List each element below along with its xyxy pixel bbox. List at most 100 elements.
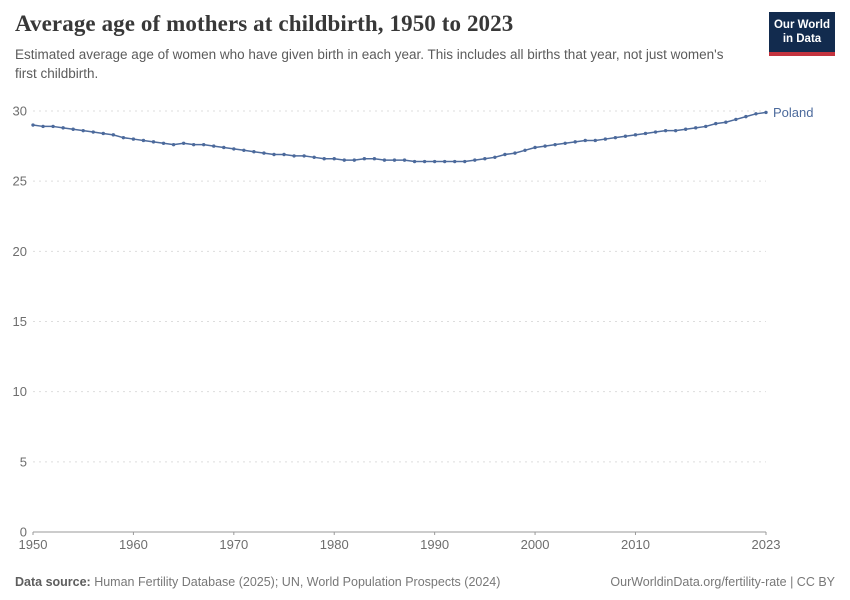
data-point[interactable] — [764, 110, 768, 115]
data-point[interactable] — [362, 157, 367, 161]
data-point[interactable] — [91, 130, 95, 134]
data-point[interactable] — [744, 114, 748, 119]
data-point[interactable] — [583, 138, 587, 143]
data-point[interactable] — [101, 131, 105, 136]
data-point[interactable] — [673, 128, 678, 133]
data-point[interactable] — [593, 138, 598, 143]
data-point[interactable] — [513, 151, 517, 155]
data-point[interactable] — [553, 142, 557, 147]
x-axis-tick-label: 1970 — [219, 537, 248, 552]
data-point[interactable] — [714, 121, 718, 126]
data-point[interactable] — [694, 126, 698, 130]
data-point[interactable] — [603, 137, 608, 141]
data-source-label: Data source: — [15, 575, 91, 589]
data-point[interactable] — [432, 159, 437, 164]
data-point[interactable] — [302, 154, 306, 158]
data-point[interactable] — [463, 159, 467, 164]
data-point[interactable] — [201, 142, 206, 147]
data-point[interactable] — [392, 158, 397, 162]
x-axis-tick-label: 1990 — [420, 537, 449, 552]
data-point[interactable] — [282, 152, 286, 157]
x-axis-tick-label: 2000 — [521, 537, 550, 552]
chart-subtitle: Estimated average age of women who have … — [15, 46, 724, 82]
data-point[interactable] — [402, 158, 407, 162]
data-point[interactable] — [754, 112, 758, 116]
series-end-label[interactable]: Poland — [773, 105, 813, 120]
data-point[interactable] — [242, 148, 246, 152]
data-point[interactable] — [171, 142, 176, 147]
data-point[interactable] — [51, 124, 55, 129]
data-point[interactable] — [181, 141, 186, 145]
y-axis-tick-label: 5 — [20, 454, 27, 469]
data-point[interactable] — [563, 141, 567, 145]
data-point[interactable] — [613, 135, 618, 140]
data-point[interactable] — [523, 148, 527, 152]
data-point[interactable] — [473, 158, 477, 162]
data-point[interactable] — [704, 124, 708, 129]
y-axis-tick-label: 30 — [13, 104, 27, 119]
data-point[interactable] — [643, 131, 648, 136]
data-point[interactable] — [212, 144, 216, 148]
data-point[interactable] — [683, 127, 688, 131]
data-point[interactable] — [81, 128, 85, 133]
y-axis-tick-label: 20 — [13, 244, 27, 259]
data-point[interactable] — [734, 117, 738, 122]
x-axis-tick-label: 1960 — [119, 537, 148, 552]
x-axis-tick-label: 2023 — [752, 537, 781, 552]
data-point[interactable] — [131, 137, 136, 141]
data-point[interactable] — [483, 157, 487, 161]
data-point[interactable] — [633, 133, 638, 137]
data-point[interactable] — [352, 158, 357, 162]
data-point[interactable] — [41, 124, 45, 129]
y-axis-tick-label: 25 — [13, 174, 27, 189]
data-point[interactable] — [111, 133, 116, 137]
data-point[interactable] — [663, 128, 668, 133]
data-point[interactable] — [222, 145, 226, 150]
data-point[interactable] — [121, 135, 126, 140]
data-point[interactable] — [151, 140, 156, 144]
data-point[interactable] — [442, 159, 447, 164]
data-point[interactable] — [372, 157, 377, 161]
data-point[interactable] — [232, 147, 236, 151]
x-axis-tick-label: 1950 — [19, 537, 48, 552]
line-chart-canvas[interactable]: 0 5 10 15 20 25 30 1950 1960 1970 1980 1990 2000 2010… — [0, 95, 850, 555]
data-source-text: Human Fertility Database (2025); UN, Wor… — [90, 575, 501, 589]
data-point[interactable] — [272, 152, 276, 157]
chart-header: Average age of mothers at childbirth, 19… — [15, 10, 755, 84]
data-point[interactable] — [332, 157, 336, 161]
chart-footer: Data source: Human Fertility Database (2… — [15, 575, 835, 589]
credit-link[interactable]: OurWorldinData.org/fertility-rate | CC B… — [610, 575, 835, 589]
data-point[interactable] — [312, 155, 316, 160]
data-point[interactable] — [453, 159, 457, 164]
data-source-note: Data source: Human Fertility Database (2… — [15, 575, 500, 589]
y-axis-tick-label: 15 — [13, 314, 27, 329]
data-point[interactable] — [493, 155, 497, 160]
data-point[interactable] — [653, 130, 658, 134]
data-point[interactable] — [724, 120, 728, 124]
data-point[interactable] — [573, 140, 577, 144]
data-point[interactable] — [61, 126, 65, 130]
data-point[interactable] — [322, 157, 326, 161]
data-point[interactable] — [191, 142, 196, 147]
trend-line[interactable] — [32, 111, 767, 163]
data-point[interactable] — [533, 145, 537, 150]
y-axis-tick-label: 0 — [20, 525, 27, 540]
data-point[interactable] — [161, 141, 166, 145]
owid-logo-line2: in Data — [782, 33, 822, 46]
data-point[interactable] — [252, 149, 256, 154]
data-point[interactable] — [382, 158, 387, 162]
data-point[interactable] — [292, 154, 296, 158]
owid-logo[interactable]: Our World in Data — [769, 12, 835, 56]
data-point[interactable] — [262, 151, 266, 155]
data-point[interactable] — [543, 144, 547, 148]
data-point[interactable] — [412, 159, 417, 164]
data-point[interactable] — [503, 152, 507, 157]
data-point[interactable] — [141, 138, 146, 143]
x-axis-tick-label: 2010 — [621, 537, 650, 552]
data-point[interactable] — [342, 158, 346, 162]
x-axis-tick-label: 1980 — [320, 537, 349, 552]
data-point[interactable] — [71, 127, 75, 131]
data-point[interactable] — [422, 159, 427, 164]
data-point[interactable] — [31, 123, 35, 127]
data-point[interactable] — [623, 134, 628, 138]
